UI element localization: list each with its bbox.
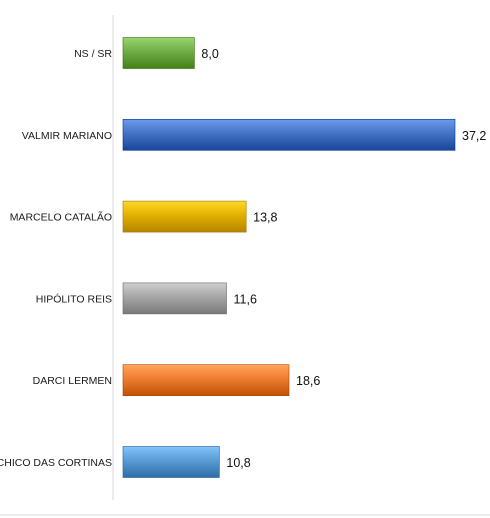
- bar-hipolito-reis: [122, 282, 227, 315]
- bar-marcelo-catalao: [122, 200, 247, 233]
- value-label-hipolito-reis: 11,6: [234, 292, 257, 306]
- category-label-valmir-mariano: VALMIR MARIANO: [22, 130, 112, 142]
- category-label-marcelo-catalao: MARCELO CATALÃO: [10, 211, 112, 224]
- category-label-darci-lermen: DARCI LERMEN: [33, 375, 112, 387]
- category-label-hipolito-reis: HIPÓLITO REIS: [36, 292, 112, 305]
- value-label-marcelo-catalao: 13,8: [253, 211, 277, 225]
- bar-darci-lermen: [122, 364, 290, 397]
- bar-ns-sr: [122, 37, 195, 69]
- value-label-valmir-mariano: 37,2: [462, 129, 486, 143]
- value-label-darci-lermen: 18,6: [296, 374, 320, 388]
- category-label-ns-sr: NS / SR: [74, 48, 112, 60]
- bars-group: NS / SR 8,0 VALMIR MARIANO 37,2 MARCELO CATA…: [0, 37, 486, 478]
- value-label-ns-sr: 8,0: [201, 47, 218, 61]
- category-label-chico-das-cortinas: CHICO DAS CORTINAS: [0, 457, 112, 469]
- bar-chico-das-cortinas: [122, 446, 220, 478]
- bar-valmir-mariano: [122, 119, 456, 151]
- value-label-chico-das-cortinas: 10,8: [226, 456, 250, 470]
